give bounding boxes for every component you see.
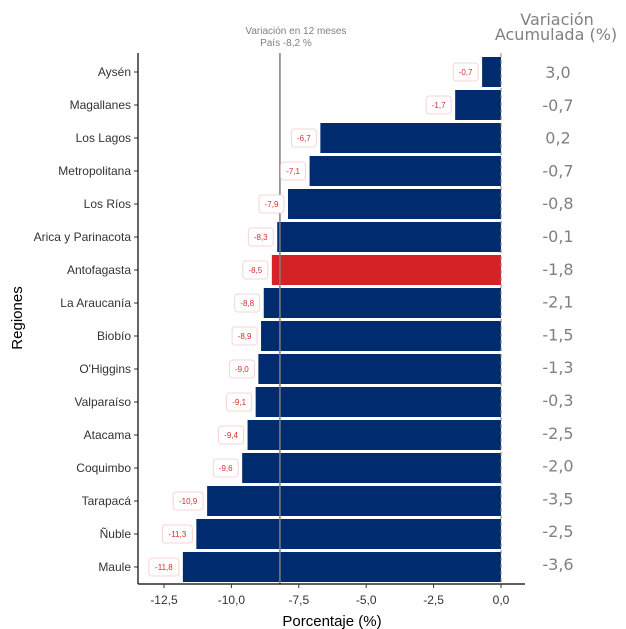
accumulated-title-line2: Acumulada (%) — [495, 25, 617, 44]
bar-4 — [288, 189, 501, 219]
data-label-2: -6,7 — [297, 134, 311, 143]
data-label-box-10 — [226, 392, 253, 412]
data-label-box-13 — [172, 491, 204, 511]
bar-5 — [277, 222, 501, 252]
data-label-4: -7,9 — [265, 200, 279, 209]
bar-12 — [242, 453, 501, 483]
data-label-7: -8,8 — [240, 299, 254, 308]
axes-layer: Aysén Magallanes Los Lagos Metropolitana Los… — [34, 53, 525, 607]
y-tick-label-2: Los Lagos — [76, 131, 131, 145]
accumulated-value-4: -0,8 — [542, 194, 573, 213]
bar-0 — [482, 57, 501, 87]
data-label-box-3 — [280, 161, 306, 181]
accumulated-value-13: -3,5 — [542, 489, 573, 508]
data-label-14: -11,3 — [169, 530, 187, 539]
accumulated-value-3: -0,7 — [542, 161, 573, 180]
x-tick-label-3: -5,0 — [356, 593, 377, 607]
accumulated-value-8: -1,5 — [542, 325, 573, 344]
data-label-box-0 — [452, 62, 479, 82]
data-label-8: -8,9 — [238, 332, 252, 341]
bar-13 — [207, 486, 502, 516]
y-axis-title: Regiones — [9, 286, 26, 349]
bar-9 — [258, 354, 501, 384]
y-tick-label-6: Antofagasta — [67, 263, 131, 277]
accumulated-value-7: -2,1 — [542, 293, 573, 312]
y-tick-label-8: Biobío — [97, 329, 131, 343]
y-tick-label-11: Atacama — [84, 428, 132, 442]
data-label-box-9 — [228, 359, 255, 379]
data-label-6: -8,5 — [248, 266, 262, 275]
bar-11 — [247, 420, 501, 450]
data-label-12: -9,6 — [219, 464, 233, 473]
bar-3 — [309, 156, 501, 186]
bar-8 — [261, 321, 501, 351]
reference-line-label: Variación en 12 meses — [245, 26, 346, 37]
x-tick-label-4: -2,5 — [423, 593, 444, 607]
bar-7 — [263, 288, 501, 318]
y-tick-label-3: Metropolitana — [58, 164, 131, 178]
bar-15 — [182, 552, 501, 582]
data-label-1: -1,7 — [432, 101, 446, 110]
reference-line-layer — [279, 53, 502, 584]
accumulated-value-9: -1,3 — [542, 358, 573, 377]
data-label-box-6 — [242, 260, 269, 280]
y-tick-label-4: Los Ríos — [84, 197, 131, 211]
y-tick-label-1: Magallanes — [70, 98, 131, 112]
data-label-15: -11,8 — [155, 563, 173, 572]
data-label-box-14 — [161, 524, 193, 544]
x-tick-label-2: -7,5 — [288, 593, 309, 607]
data-label-box-4 — [258, 194, 285, 214]
y-tick-label-9: O'Higgins — [79, 362, 131, 376]
y-tick-label-5: Arica y Parinacota — [34, 230, 132, 244]
data-label-3: -7,1 — [286, 167, 300, 176]
bar-10 — [255, 387, 501, 417]
accumulated-value-15: -3,6 — [542, 555, 573, 574]
accumulated-value-12: -2,0 — [542, 457, 573, 476]
y-tick-label-10: Valparaíso — [75, 395, 132, 409]
data-label-10: -9,1 — [232, 398, 246, 407]
data-labels-layer: -0,7 -1,7 -6,7 -7,1 -7,9 -8,3 -8,5 -8,8 -8,9 -9,0… — [148, 62, 479, 577]
data-label-13: -10,9 — [179, 497, 198, 506]
x-tick-label-1: -10,0 — [218, 593, 246, 607]
bar-2 — [320, 123, 501, 153]
data-label-5: -8,3 — [254, 233, 268, 242]
y-tick-label-0: Aysén — [98, 65, 131, 79]
bar-14 — [196, 519, 502, 549]
accumulated-title: Variación — [520, 10, 594, 29]
x-tick-label-5: 0,0 — [493, 593, 510, 607]
accumulated-value-2: 0,2 — [545, 129, 570, 148]
accumulated-value-10: -0,3 — [542, 391, 573, 410]
accumulated-value-0: 3,0 — [545, 63, 570, 82]
accumulated-column: 3,0 -0,7 0,2 -0,7 -0,8 -0,1 -1,8 -2,1 -1,5 -1,3 -0… — [542, 63, 573, 574]
accumulated-value-5: -0,1 — [542, 227, 573, 246]
bar-6 — [271, 255, 501, 285]
data-label-11: -9,4 — [224, 431, 238, 440]
data-label-box-2 — [290, 128, 317, 148]
data-label-box-7 — [234, 293, 261, 313]
y-tick-label-15: Maule — [98, 560, 131, 574]
accumulated-value-11: -2,5 — [542, 424, 573, 443]
data-label-box-8 — [231, 326, 258, 346]
data-label-box-12 — [212, 458, 239, 478]
accumulated-value-14: -2,5 — [542, 522, 573, 541]
x-tick-label-0: -12,5 — [150, 593, 178, 607]
data-label-box-11 — [218, 425, 244, 445]
data-label-box-15 — [148, 557, 180, 577]
data-label-box-1 — [425, 95, 452, 115]
accumulated-value-6: -1,8 — [542, 260, 573, 279]
data-label-box-5 — [247, 227, 274, 247]
y-tick-label-14: Ñuble — [100, 527, 132, 541]
bars-layer — [182, 57, 502, 582]
bar-1 — [455, 90, 501, 120]
accumulated-value-1: -0,7 — [542, 96, 573, 115]
x-axis-title: Porcentaje (%) — [282, 613, 381, 629]
y-tick-label-7: La Araucanía — [60, 296, 131, 310]
data-label-9: -9,0 — [235, 365, 249, 374]
y-tick-label-12: Coquimbo — [76, 461, 131, 475]
reference-line-value: País -8,2 % — [260, 38, 312, 49]
y-tick-label-13: Tarapacá — [82, 494, 132, 508]
data-label-0: -0,7 — [459, 68, 473, 77]
